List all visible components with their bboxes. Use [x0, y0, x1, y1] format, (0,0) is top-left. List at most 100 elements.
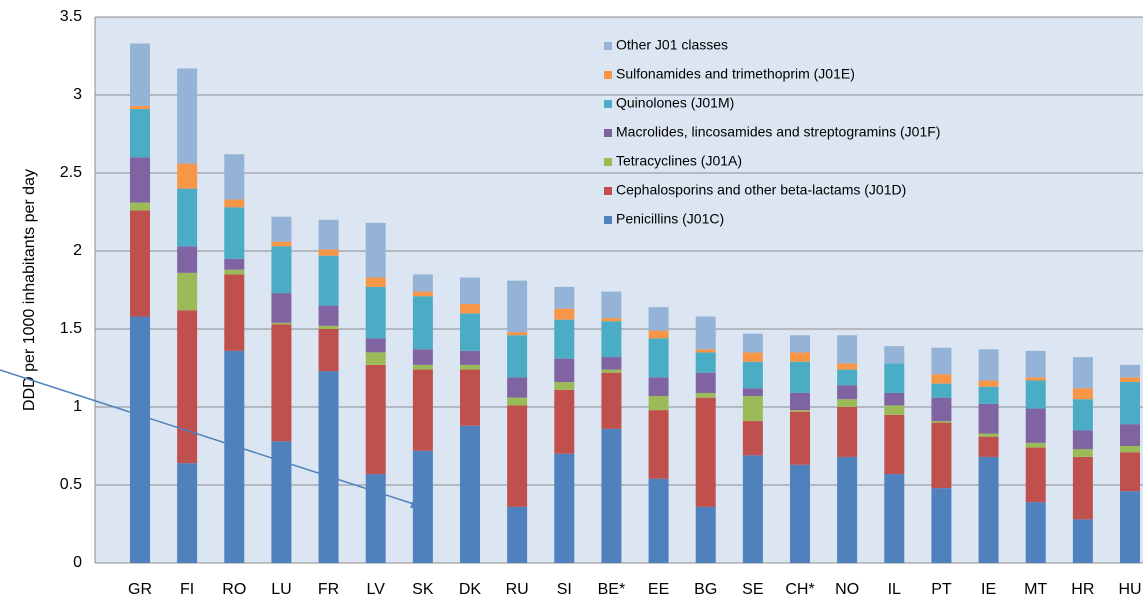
bar-segment	[884, 363, 905, 393]
legend-label: Macrolides, lincosamides and streptogram…	[616, 124, 940, 140]
y-tick-label: 1.5	[60, 320, 82, 337]
bar-segment	[318, 249, 339, 256]
bar-segment	[648, 478, 669, 563]
bar-segment	[742, 388, 763, 397]
x-tick-label: HR	[1071, 581, 1094, 598]
x-tick-label: GR	[128, 581, 152, 598]
bar-segment	[1120, 377, 1140, 383]
x-tick-label: PT	[931, 581, 952, 598]
bar-segment	[224, 154, 245, 200]
bar-segment	[1025, 408, 1046, 443]
x-tick-label: RO	[222, 581, 246, 598]
y-axis-title: DDD per 1000 inhabitants per day	[21, 169, 38, 411]
y-tick-label: 0.5	[60, 476, 82, 493]
bar-segment	[554, 358, 575, 383]
bar-segment	[790, 392, 810, 411]
bar-segment	[931, 383, 952, 398]
bar-segment	[978, 433, 999, 437]
bar-segment	[365, 338, 386, 353]
bar-segment	[648, 338, 669, 378]
bar-segment	[1025, 442, 1046, 448]
bar-segment	[648, 410, 669, 479]
bar-segment	[1025, 447, 1046, 503]
bar-segment	[224, 274, 245, 351]
bar-segment	[177, 310, 198, 464]
x-tick-label: SI	[557, 581, 572, 598]
bar-segment	[130, 105, 150, 110]
legend-label: Other J01 classes	[616, 37, 728, 53]
legend-swatch	[604, 187, 612, 195]
bar-segment	[978, 380, 999, 387]
y-tick-label: 2.5	[60, 164, 82, 181]
bar-segment	[790, 352, 810, 362]
bar-segment	[742, 361, 763, 389]
bar-segment	[271, 293, 292, 323]
x-tick-label: CH*	[785, 581, 814, 598]
bar-segment	[554, 308, 575, 320]
bar-segment	[177, 188, 198, 247]
bar-segment	[742, 421, 763, 456]
legend-label: Cephalosporins and other beta-lactams (J…	[616, 182, 906, 198]
x-tick-label: LV	[367, 581, 386, 598]
bar-segment	[460, 369, 480, 426]
bar-segment	[554, 319, 575, 359]
x-tick-label: FR	[318, 581, 339, 598]
bar-segment	[837, 363, 858, 370]
bar-segment	[271, 241, 292, 247]
bar-segment	[507, 332, 528, 336]
bar-segment	[1072, 430, 1093, 450]
bar-segment	[1120, 364, 1140, 378]
bar-segment	[695, 392, 716, 398]
bar-segment	[931, 488, 952, 563]
bar-segment	[365, 286, 386, 339]
bar-segment	[742, 455, 763, 563]
bar-segment	[460, 304, 480, 314]
x-tick-label: MT	[1024, 581, 1047, 598]
bar-segment	[601, 369, 622, 373]
bar-segment	[271, 322, 292, 325]
bar-segment	[931, 347, 952, 375]
bar-segment	[931, 374, 952, 384]
bar-segment	[412, 364, 433, 370]
bar-segment	[318, 219, 339, 250]
bar-segment	[412, 296, 433, 350]
bar-segment	[837, 407, 858, 457]
bar-segment	[884, 346, 905, 364]
bar-segment	[507, 405, 528, 507]
bar-segment	[695, 349, 716, 353]
bar-segment	[130, 202, 150, 211]
bar-segment	[365, 222, 386, 278]
legend-swatch	[604, 71, 612, 79]
bar-segment	[837, 399, 858, 407]
bar-segment	[978, 349, 999, 381]
bar-segment	[460, 364, 480, 370]
bar-segment	[648, 307, 669, 331]
bar-segment	[507, 506, 528, 563]
annotation-arrowhead	[410, 498, 425, 508]
bar-segment	[130, 43, 150, 106]
bar-segment	[884, 474, 905, 563]
legend-swatch	[604, 129, 612, 137]
bar-segment	[460, 425, 480, 563]
bar-segment	[978, 436, 999, 457]
bar-segment	[412, 349, 433, 365]
bar-segment	[648, 396, 669, 411]
x-tick-label: IL	[888, 581, 901, 598]
bar-segment	[224, 269, 245, 275]
x-tick-label: NO	[835, 581, 859, 598]
bar-segment	[412, 291, 433, 297]
bar-segment	[790, 411, 810, 465]
bar-segment	[695, 506, 716, 563]
bar-segment	[790, 410, 810, 412]
y-tick-label: 2	[73, 242, 82, 259]
bar-segment	[837, 385, 858, 400]
legend-label: Quinolones (J01M)	[616, 95, 734, 111]
bar-segment	[1025, 377, 1046, 381]
y-tick-label: 0	[73, 554, 82, 571]
x-tick-label: BE*	[598, 581, 626, 598]
x-tick-label: SE	[742, 581, 763, 598]
bar-segment	[695, 352, 716, 373]
bar-segment	[318, 305, 339, 326]
bar-segment	[365, 364, 386, 475]
bar-segment	[837, 456, 858, 563]
